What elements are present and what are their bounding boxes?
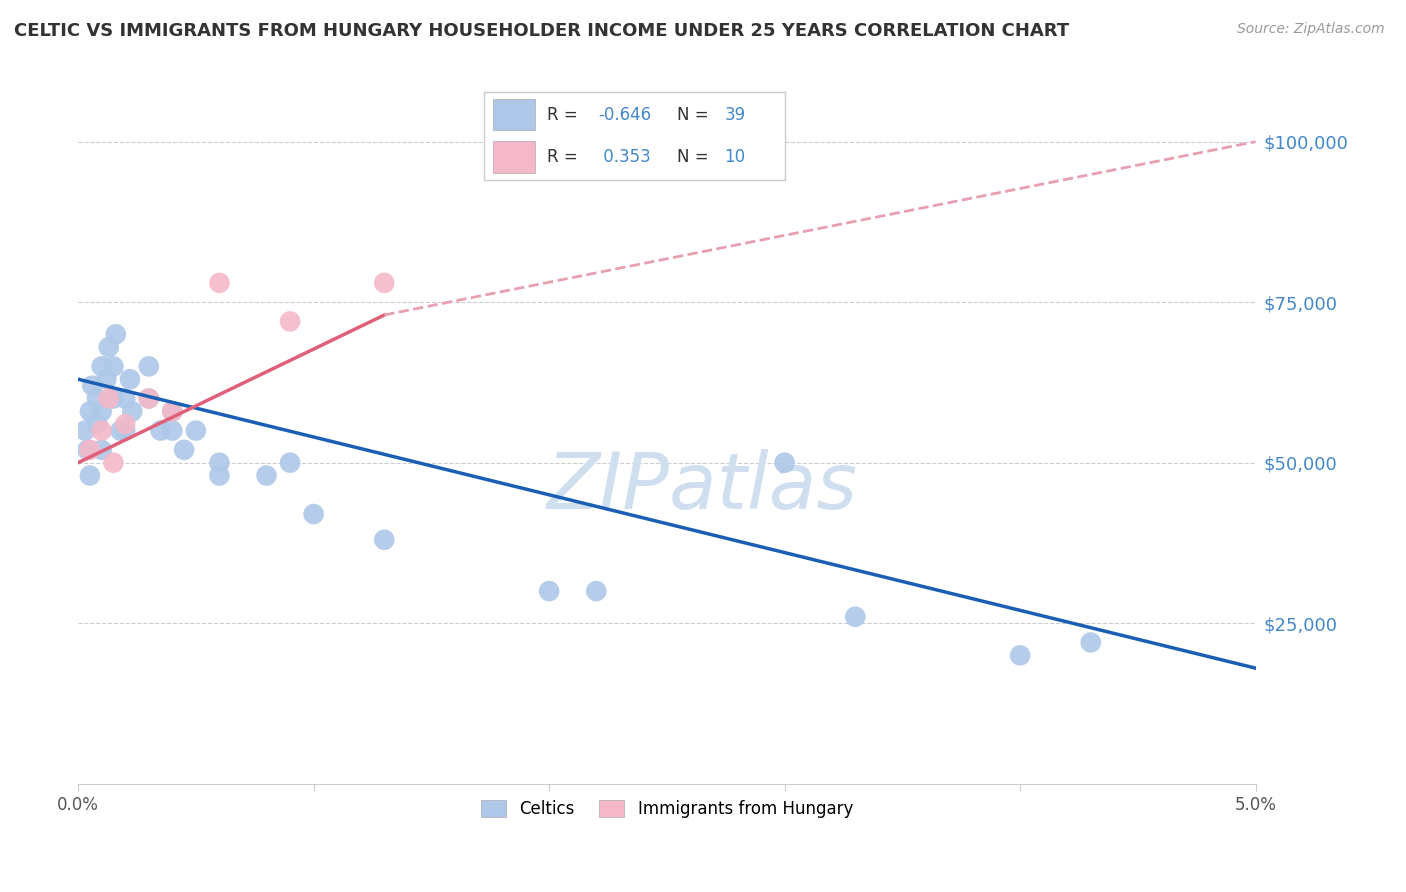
Point — [75, 424, 97, 438]
Point — [114, 424, 136, 438]
Point — [278, 314, 301, 328]
Legend: Celtics, Immigrants from Hungary: Celtics, Immigrants from Hungary — [474, 793, 859, 825]
Point — [110, 424, 132, 438]
Point — [79, 404, 101, 418]
Point — [86, 417, 108, 432]
Point — [208, 468, 231, 483]
Point — [162, 404, 184, 418]
Point — [1080, 635, 1102, 649]
Point — [138, 359, 160, 374]
Point — [1010, 648, 1032, 663]
Point — [104, 327, 127, 342]
Point — [138, 392, 160, 406]
Point — [773, 456, 796, 470]
Point — [114, 417, 136, 432]
Point — [162, 404, 184, 418]
Point — [184, 424, 207, 438]
Point — [103, 456, 125, 470]
Point — [82, 378, 104, 392]
Point — [97, 392, 120, 406]
Point — [103, 392, 125, 406]
Point — [90, 404, 112, 418]
Point — [138, 392, 160, 406]
Point — [149, 424, 172, 438]
Point — [373, 533, 395, 547]
Point — [538, 584, 561, 599]
Point — [585, 584, 607, 599]
Point — [90, 424, 112, 438]
Point — [208, 456, 231, 470]
Point — [162, 424, 184, 438]
Text: CELTIC VS IMMIGRANTS FROM HUNGARY HOUSEHOLDER INCOME UNDER 25 YEARS CORRELATION : CELTIC VS IMMIGRANTS FROM HUNGARY HOUSEH… — [14, 22, 1069, 40]
Point — [79, 442, 101, 457]
Point — [302, 507, 325, 521]
Point — [96, 372, 118, 386]
Point — [79, 468, 101, 483]
Point — [208, 276, 231, 290]
Point — [114, 392, 136, 406]
Point — [97, 340, 120, 354]
Point — [76, 442, 98, 457]
Point — [103, 359, 125, 374]
Text: Source: ZipAtlas.com: Source: ZipAtlas.com — [1237, 22, 1385, 37]
Point — [121, 404, 143, 418]
Point — [90, 359, 112, 374]
Point — [373, 276, 395, 290]
Point — [278, 456, 301, 470]
Point — [256, 468, 278, 483]
Point — [844, 609, 866, 624]
Point — [86, 392, 108, 406]
Point — [118, 372, 141, 386]
Point — [90, 442, 112, 457]
Point — [173, 442, 195, 457]
Text: ZIPatlas: ZIPatlas — [547, 449, 858, 525]
